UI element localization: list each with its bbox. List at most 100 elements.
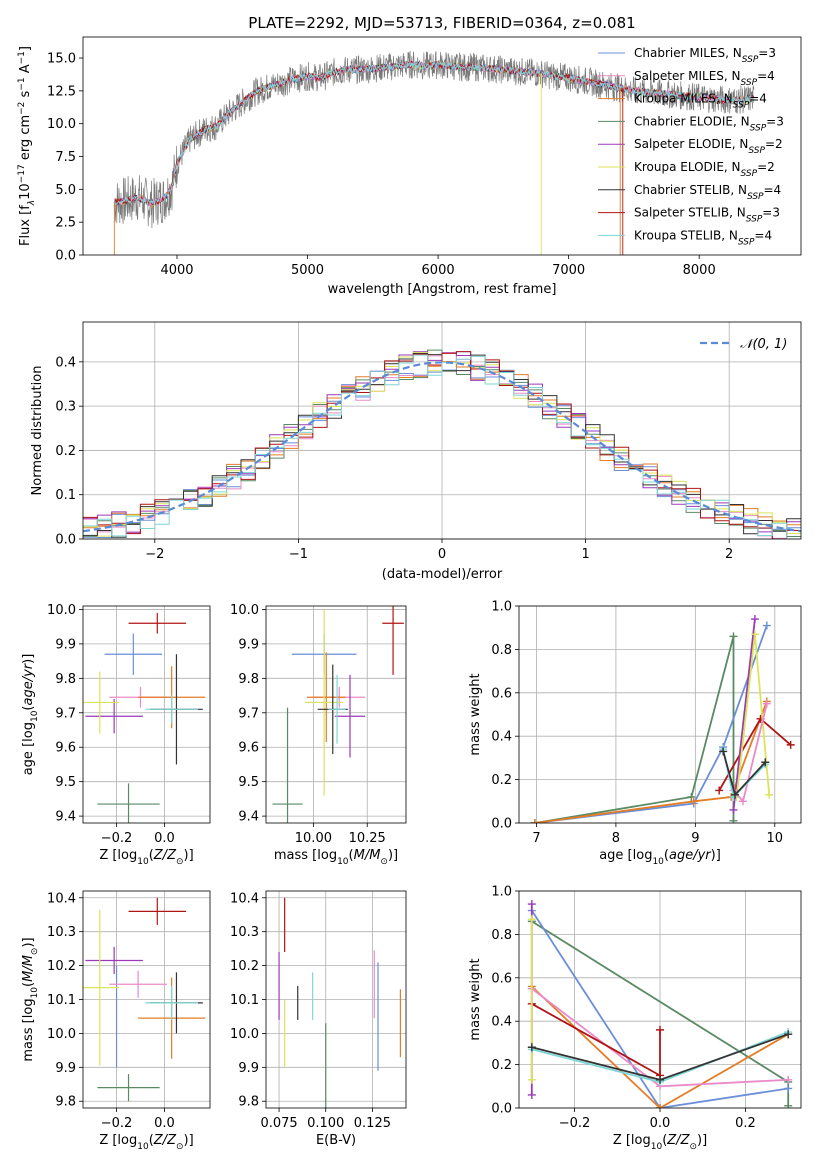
mass-vs-z-ytick-label: 10.4 (47, 891, 76, 906)
age-vs-z-xtick-label: 0.0 (154, 831, 175, 846)
weight-vs-age-marker (750, 630, 759, 639)
residuals-ytick-label: 0.1 (55, 488, 76, 503)
residuals-ytick-label: 0.0 (55, 533, 76, 548)
weight-vs-z-marker (784, 1084, 793, 1093)
weight-vs-age-marker (729, 816, 738, 823)
spectrum-ytick-label: 10.0 (47, 117, 76, 132)
weight-vs-age-ytick-label: 0.6 (491, 686, 512, 701)
residuals-hist-7 (83, 351, 801, 539)
weight-vs-z-ytick-label: 0.6 (491, 971, 512, 986)
age-vs-mass-ytick-label: 9.5 (238, 775, 259, 790)
age-vs-z-xtick-label: −0.2 (101, 831, 133, 846)
mass-vs-z-ytick-label: 9.8 (55, 1095, 76, 1110)
mass-vs-z-ytick-label: 9.9 (55, 1061, 76, 1076)
legend-label-5: Kroupa ELODIE, NSSP=2 (634, 160, 775, 179)
weight-vs-z-frame (518, 890, 802, 1109)
age-vs-z-ytick-label: 9.8 (55, 672, 76, 687)
weight-vs-age-xlabel: age [log10(age/yr)] (599, 848, 721, 867)
age-vs-mass-ytick-label: 9.7 (238, 706, 259, 721)
weight-vs-z-marker (784, 1075, 793, 1084)
residuals-ytick-label: 0.2 (55, 444, 76, 459)
weight-vs-z-plot-area (527, 900, 793, 1108)
weight-vs-age-marker (687, 792, 696, 801)
weight-vs-age-xtick-label: 7 (532, 831, 540, 846)
weight-vs-z-xtick-label: 0.0 (650, 1116, 671, 1131)
weight-vs-age-xtick-label: 8 (612, 831, 620, 846)
weight-vs-age-ytick-label: 1.0 (491, 600, 512, 615)
weight-vs-age-xtick-label: 9 (691, 831, 699, 846)
mass-vs-ebv-ytick-label: 10.4 (230, 891, 259, 906)
weight-vs-age-ytick-label: 0.8 (491, 643, 512, 658)
weight-vs-z-ytick-label: 0.2 (491, 1058, 512, 1073)
spectrum-ytick-label: 15.0 (47, 52, 76, 67)
age-vs-z-ytick-label: 9.7 (55, 706, 76, 721)
mass-vs-z-xtick-label: 0.0 (154, 1116, 175, 1131)
residuals-xtick-label: −2 (145, 547, 164, 562)
legend-label-4: Salpeter ELODIE, NSSP=2 (634, 137, 783, 156)
residuals-plot-area (83, 349, 801, 539)
spectrum-frame (82, 36, 802, 256)
mass-vs-ebv-xtick-label: 0.075 (260, 1116, 297, 1131)
weight-vs-age-xtick-label: 10 (767, 831, 784, 846)
age-vs-mass-ytick-label: 9.4 (238, 810, 259, 825)
weight-vs-age-marker (786, 740, 795, 749)
weight-vs-age-marker (729, 632, 738, 641)
weight-vs-age-ytick-label: 0.0 (491, 817, 512, 832)
weight-vs-age-marker (762, 621, 771, 630)
weight-vs-age-marker (731, 790, 740, 799)
spectrum-plot-area (113, 51, 755, 255)
residuals-xtick-label: 1 (581, 547, 589, 562)
residuals-frame (82, 321, 802, 540)
age-vs-mass-ytick-label: 9.8 (238, 672, 259, 687)
spectrum-xtick-label: 7000 (552, 263, 585, 278)
weight-vs-z-marker (527, 915, 536, 924)
weight-vs-age-marker (750, 615, 759, 624)
mass-vs-z-frame (82, 890, 211, 1109)
weight-vs-age-marker (739, 797, 748, 806)
mass-vs-ebv-frame (265, 890, 407, 1109)
age-vs-z-ylabel: age [log10(age/yr)] (21, 654, 40, 776)
weight-vs-z-ylabel: mass weight (468, 958, 483, 1040)
weight-vs-z-marker (656, 1025, 664, 1034)
age-vs-mass-frame (265, 605, 407, 824)
weight-vs-age-plot-area (530, 615, 795, 823)
legend-label-2: Kroupa MILES, NSSP=4 (634, 92, 767, 111)
age-vs-z-ytick-label: 9.4 (55, 810, 76, 825)
weight-vs-age-marker (719, 747, 728, 756)
weight-vs-age-marker (530, 819, 539, 823)
legend-label-7: Salpeter STELIB, NSSP=3 (634, 206, 780, 225)
spectrum-ytick-label: 2.5 (55, 216, 76, 231)
residuals-ytick-label: 0.3 (55, 400, 76, 415)
weight-vs-z-ytick-label: 0.4 (491, 1015, 512, 1030)
weight-vs-z-xlabel: Z [log10(Z/Z⊙)] (613, 1133, 707, 1152)
mass-vs-z-ytick-label: 10.0 (47, 1027, 76, 1042)
age-vs-mass-ytick-label: 9.6 (238, 741, 259, 756)
spectrum-xtick-label: 5000 (291, 263, 324, 278)
weight-vs-z-marker (527, 900, 536, 909)
weight-vs-z-series-0 (531, 910, 789, 1108)
weight-vs-age-marker (762, 699, 771, 708)
spectrum-model-line-8 (113, 60, 755, 206)
mass-vs-ebv-ytick-label: 9.8 (238, 1095, 259, 1110)
age-vs-z-ytick-label: 10.0 (47, 603, 76, 618)
weight-vs-age-marker (761, 758, 770, 767)
residuals-legend-label: 𝒩(0, 1) (740, 337, 787, 352)
age-vs-mass-xlabel: mass [log10(M/M⊙)] (274, 848, 398, 867)
age-vs-mass-xtick-label: 10.25 (349, 831, 386, 846)
age-vs-z-plot-area (83, 612, 206, 823)
mass-vs-ebv-xtick-label: 0.100 (307, 1116, 344, 1131)
age-vs-z-ytick-label: 9.6 (55, 741, 76, 756)
residuals-hist-8 (83, 354, 801, 539)
mass-vs-z-ytick-label: 10.1 (47, 993, 76, 1008)
weight-vs-z-marker (527, 1090, 536, 1099)
spectrum-xtick-label: 8000 (683, 263, 716, 278)
spectrum-xtick-label: 4000 (160, 263, 193, 278)
legend-label-6: Chabrier STELIB, NSSP=4 (634, 183, 781, 202)
mass-vs-ebv-plot-area (278, 897, 401, 1108)
spectrum-ytick-label: 12.5 (47, 84, 76, 99)
age-vs-z-ytick-label: 9.5 (55, 775, 76, 790)
spectrum-xtick-label: 6000 (422, 263, 455, 278)
mass-vs-ebv-ytick-label: 9.9 (238, 1061, 259, 1076)
mass-vs-ebv-xtick-label: 0.125 (354, 1116, 391, 1131)
